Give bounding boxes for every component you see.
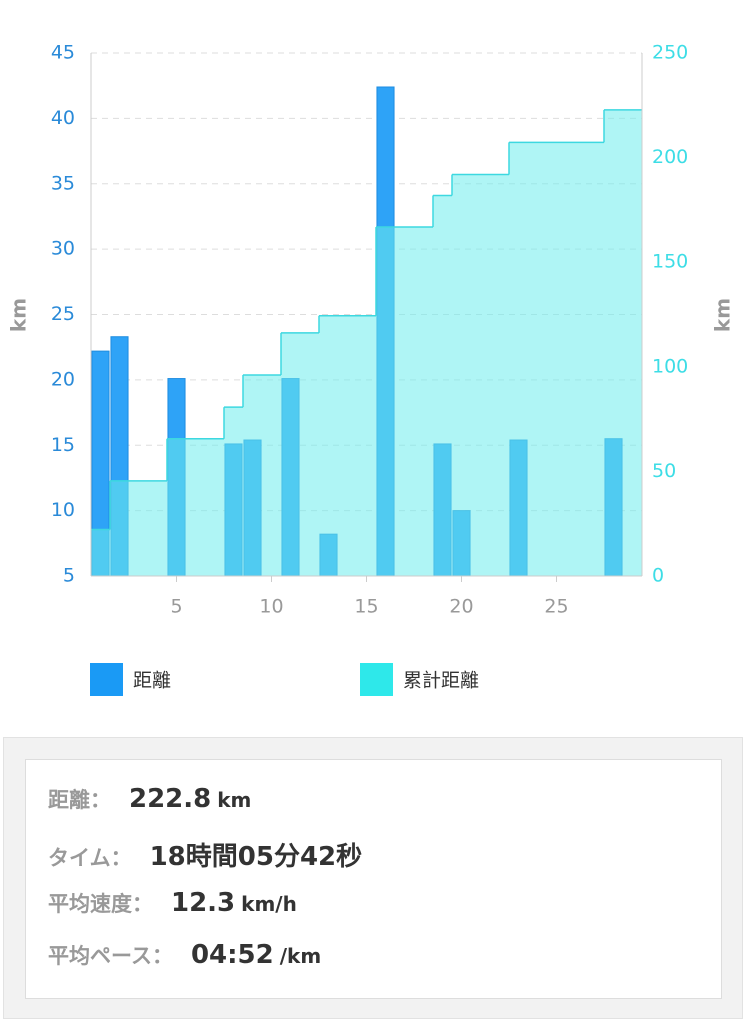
y-tick-label: 25 (51, 303, 75, 325)
area-step (433, 195, 452, 576)
y-tick-label: 5 (63, 565, 75, 587)
y-tick-label: 40 (51, 107, 75, 129)
area-step (604, 109, 623, 576)
legend-label: 累計距離 (403, 670, 479, 692)
area-step (357, 315, 376, 576)
stat-row: 平均速度： 12.3 km/h (48, 888, 297, 918)
area-step (490, 174, 509, 576)
area-step (414, 227, 433, 577)
area-step (281, 332, 300, 576)
x-tick-label: 10 (259, 596, 283, 618)
area-step (528, 142, 547, 576)
area-step (585, 142, 604, 576)
area-step (471, 174, 490, 576)
x-tick-label: 25 (544, 596, 568, 618)
area-step (205, 438, 224, 576)
area-step (148, 480, 167, 576)
y-tick-label: 10 (51, 499, 75, 521)
stat-value: 12.3 (171, 888, 236, 918)
y2-tick-label: 150 (652, 251, 688, 273)
stat-row: タイム： 18時間05分42秒 (48, 836, 362, 873)
stats-box: 距離： 222.8 km タイム： 18時間05分42秒平均速度： 12.3 km/h 平均ペ… (25, 759, 722, 999)
y2-tick-label: 200 (652, 146, 688, 168)
area-step (338, 315, 357, 576)
area-step (224, 407, 243, 576)
area-step (110, 480, 129, 576)
area-step (319, 315, 338, 576)
x-tick-label: 5 (170, 596, 182, 618)
area-step (167, 438, 186, 576)
legend-swatch (360, 663, 393, 696)
y2-tick-label: 100 (652, 355, 688, 377)
stat-unit: km/h (241, 892, 297, 916)
area-step (300, 332, 319, 576)
y-tick-label: 20 (51, 368, 75, 390)
y-tick-label: 35 (51, 172, 75, 194)
stat-row: 平均ペース： 04:52/km (48, 940, 321, 970)
y2-tick-label: 250 (652, 42, 688, 64)
stat-unit: km (217, 788, 252, 812)
area-step (623, 109, 642, 576)
stat-value: 04:52 (190, 940, 274, 970)
x-tick-label: 15 (354, 596, 378, 618)
area-step (509, 142, 528, 576)
stat-unit: /km (279, 944, 322, 968)
y2-axis-label: km (711, 298, 735, 332)
area-step (547, 142, 566, 576)
area-step (91, 529, 110, 576)
area-step (395, 227, 414, 577)
area-step (452, 174, 471, 576)
stat-value: 222.8 (129, 784, 212, 814)
area-step (129, 480, 148, 576)
stat-label: 平均速度： (48, 892, 153, 916)
stat-label: 距離： (48, 788, 111, 812)
stats-panel: 距離： 222.8 km タイム： 18時間05分42秒平均速度： 12.3 km/h 平均ペ… (3, 737, 743, 1019)
chart: km km 5 10 15 20 25 30 35 40 45 0 50 100 150 200 250 5 1… (7, 42, 735, 696)
x-tick-label: 20 (449, 596, 473, 618)
legend-label: 距離 (133, 670, 171, 692)
y2-tick-label: 50 (652, 460, 676, 482)
stat-label: タイム： (48, 846, 132, 870)
area-step (376, 227, 395, 577)
y-tick-label: 15 (51, 434, 75, 456)
y-tick-label: 45 (51, 42, 75, 64)
legend-swatch (90, 663, 123, 696)
y2-tick-label: 0 (652, 565, 664, 587)
stat-row: 距離： 222.8 km (48, 784, 251, 814)
area-step (566, 142, 585, 576)
area-step (186, 438, 205, 576)
area-step (243, 374, 262, 576)
stat-label: 平均ペース： (48, 944, 173, 968)
y-tick-label: 30 (51, 238, 75, 260)
y-axis-label: km (7, 298, 31, 332)
stat-value: 18時間05分42秒 (149, 842, 363, 872)
area-step (262, 374, 281, 576)
